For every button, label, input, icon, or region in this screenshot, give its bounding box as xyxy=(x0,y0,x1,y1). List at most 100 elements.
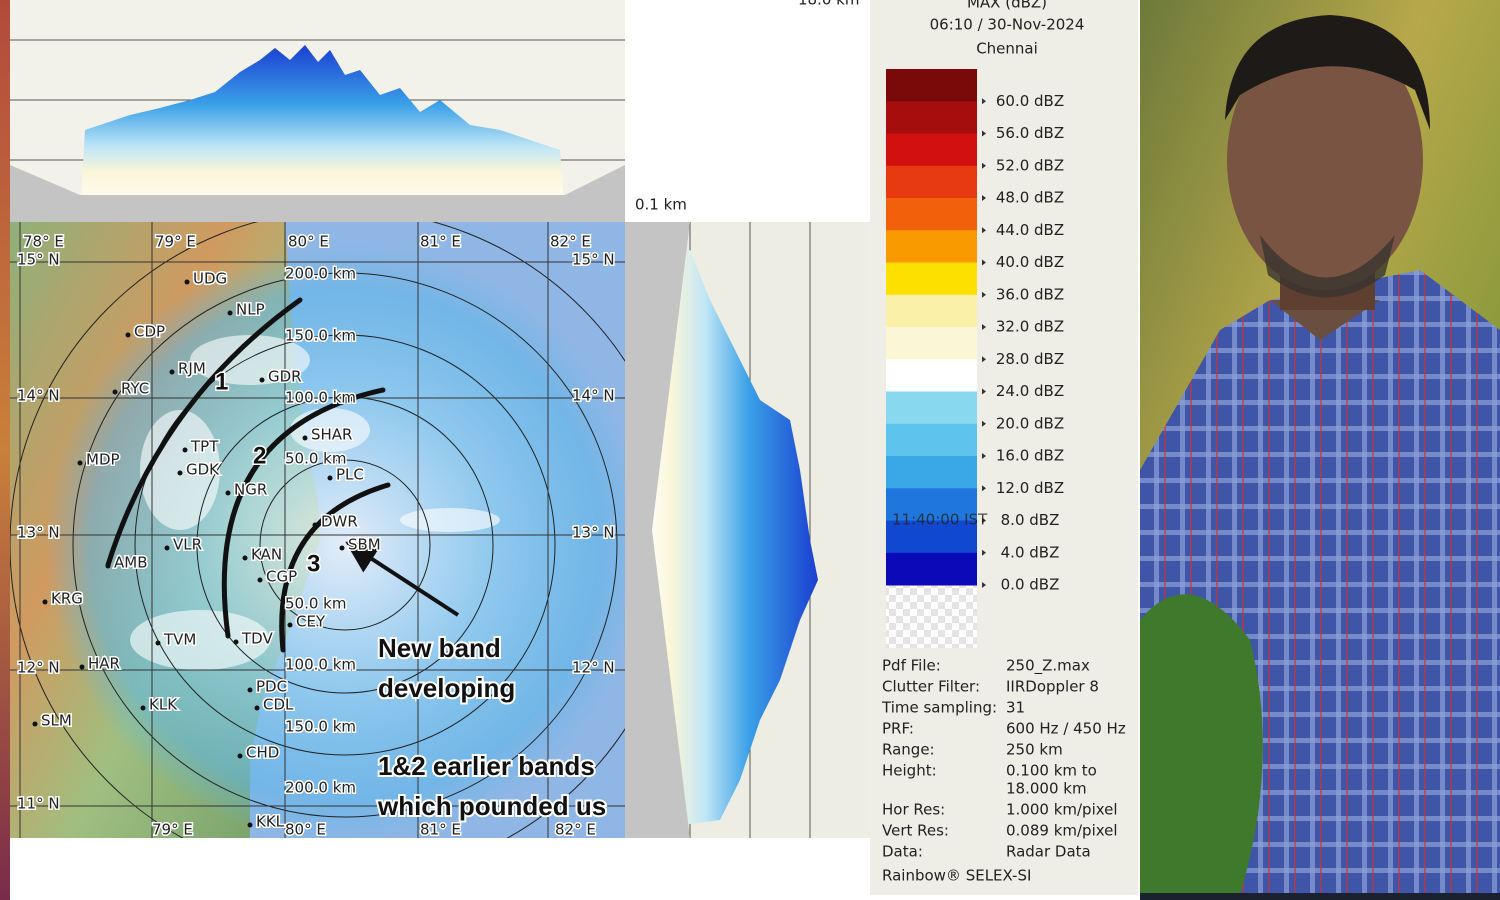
station-dot xyxy=(247,822,253,828)
info-value: Radar Data xyxy=(1006,843,1091,861)
legend-swatch xyxy=(886,327,977,360)
station-dot xyxy=(105,563,111,569)
legend-label: 16.0 dBZ xyxy=(996,447,1064,465)
info-value: 600 Hz / 450 Hz xyxy=(1006,720,1126,738)
edge-strip xyxy=(0,0,10,900)
info-key: PRF: xyxy=(882,720,914,738)
station-label: UDG xyxy=(193,270,227,288)
station-label: AMB xyxy=(114,554,148,572)
info-key: Range: xyxy=(882,741,935,759)
legend-tick xyxy=(982,227,986,234)
legend-swatch xyxy=(886,520,977,554)
legend-label: 56.0 dBZ xyxy=(996,124,1064,142)
station-dot xyxy=(140,705,146,711)
lon-label: 80° E xyxy=(285,821,326,839)
info-value: IIRDoppler 8 xyxy=(1006,678,1099,696)
station-dot xyxy=(184,279,190,285)
station-dot xyxy=(42,599,48,605)
info-value: 18.000 km xyxy=(1006,780,1087,798)
lat-label: 15° N xyxy=(17,251,60,269)
lon-label: 79° E xyxy=(152,821,193,839)
station-dot xyxy=(327,475,333,481)
station-label: CDP xyxy=(134,323,165,341)
lon-label: 80° E xyxy=(288,233,329,251)
range-label: 50.0 km xyxy=(285,450,346,468)
info-key: Vert Res: xyxy=(882,822,949,840)
profile-top-label: 18.0 km xyxy=(798,0,859,9)
range-label: 100.0 km xyxy=(285,656,356,674)
annotation: developing xyxy=(378,673,515,703)
station-label: SLM xyxy=(41,712,72,730)
range-label: 150.0 km xyxy=(285,718,356,736)
info-key: Clutter Filter: xyxy=(882,678,980,696)
legend-swatch xyxy=(886,552,977,586)
legend-swatch xyxy=(886,488,977,521)
legend-label: 24.0 dBZ xyxy=(996,382,1064,400)
profile-wedge xyxy=(10,165,625,222)
right-echo xyxy=(645,245,818,830)
station-label: KLK xyxy=(149,696,178,714)
lat-label: 11° N xyxy=(17,795,60,813)
station-dot xyxy=(287,622,293,628)
station-label: CEY xyxy=(296,613,326,631)
profile-wedge xyxy=(625,222,690,838)
station-label: TDV xyxy=(241,630,273,648)
header-title: MAX (dBZ) xyxy=(967,0,1047,12)
station-label: KKL xyxy=(256,813,285,831)
info-key: Data: xyxy=(882,843,923,861)
station-label: NGR xyxy=(234,481,267,499)
station-label: GDR xyxy=(268,368,302,386)
lon-label: 81° E xyxy=(420,821,461,839)
station-label: RJM xyxy=(178,360,206,378)
legend-label: 28.0 dBZ xyxy=(996,350,1064,368)
header-time: 06:10 / 30-Nov-2024 xyxy=(930,16,1085,34)
legend-label: 60.0 dBZ xyxy=(996,92,1064,110)
legend-swatch xyxy=(886,262,977,296)
lon-label: 79° E xyxy=(155,233,196,251)
legend-transparent xyxy=(886,585,977,648)
range-label: 200.0 km xyxy=(285,779,356,797)
station-dot xyxy=(164,545,170,551)
legend-label: 48.0 dBZ xyxy=(996,189,1064,207)
lon-label: 82° E xyxy=(550,233,591,251)
header-site: Chennai xyxy=(976,40,1038,58)
station-dot xyxy=(242,555,248,561)
station-dot xyxy=(259,377,265,383)
legend-tick xyxy=(982,485,986,492)
footer: Rainbow® SELEX-SI xyxy=(882,867,1031,885)
legend-swatch xyxy=(886,456,977,489)
station-label: GDK xyxy=(186,461,220,479)
legend-swatch xyxy=(886,294,977,328)
station-dot xyxy=(339,545,345,551)
lat-label: 14° N xyxy=(17,387,60,405)
station-label: CHD xyxy=(246,744,279,762)
profile-bottom-label: 0.1 km xyxy=(635,196,687,214)
lon-label: 78° E xyxy=(23,233,64,251)
station-dot xyxy=(177,470,183,476)
station-label: CGP xyxy=(266,568,297,586)
band-lines xyxy=(105,297,391,653)
station-label: VLR xyxy=(173,536,202,554)
annotation: 1&2 earlier bands xyxy=(378,751,595,781)
lat-label: 14° N xyxy=(572,387,615,405)
station-dot xyxy=(79,664,85,670)
info-key: Time sampling: xyxy=(881,699,997,717)
info-key: Pdf File: xyxy=(882,657,941,675)
band-number: 1 xyxy=(215,368,228,395)
legend-tick xyxy=(982,291,986,298)
legend-tick xyxy=(982,582,986,588)
station-dot xyxy=(169,369,175,375)
legend-label: 4.0 dBZ xyxy=(1001,543,1060,561)
range-label: 200.0 km xyxy=(285,265,356,283)
legend-tick xyxy=(982,130,986,137)
info-key: Hor Res: xyxy=(882,801,945,819)
legend-swatch xyxy=(886,391,977,425)
station-dot xyxy=(182,447,188,453)
legend-swatch xyxy=(886,165,977,199)
legend-swatch xyxy=(886,359,977,392)
station-label: MDP xyxy=(86,451,120,469)
legend-label: 20.0 dBZ xyxy=(996,414,1064,432)
legend-label: 36.0 dBZ xyxy=(996,285,1064,303)
